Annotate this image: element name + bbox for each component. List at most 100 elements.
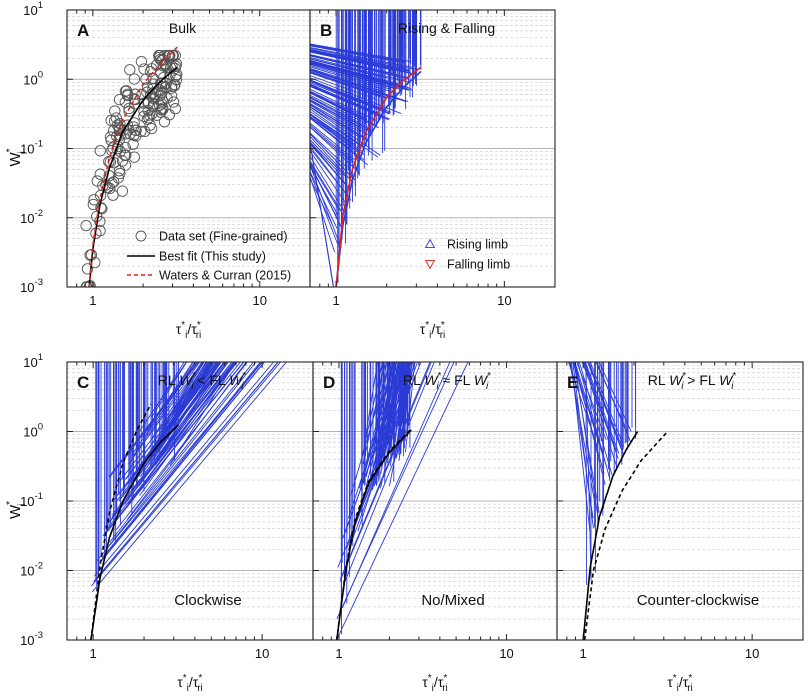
- data-point: [310, 10, 351, 214]
- y-tick-label: 10-2: [20, 208, 43, 226]
- y-tick-label: 10-3: [20, 277, 43, 295]
- fit-line-rising-fit: [335, 70, 422, 287]
- data-point: [310, 10, 392, 111]
- y-tick-base: 10: [23, 355, 37, 370]
- title-w: W: [719, 372, 734, 388]
- data-point: [595, 362, 633, 433]
- xlabel-star2: *: [441, 320, 445, 331]
- data-point: [107, 142, 119, 154]
- data-point: [144, 65, 157, 78]
- xlabel-star2: *: [688, 673, 692, 684]
- title-w: W: [474, 372, 489, 388]
- data-point: [310, 10, 359, 183]
- data-point: [150, 59, 163, 71]
- x-tick-label: 10: [499, 646, 513, 661]
- data-point: [310, 10, 365, 103]
- panel-letter: C: [77, 373, 89, 392]
- data-point: [310, 10, 390, 112]
- fit-line-falling-fit: [583, 432, 667, 640]
- data-point: [310, 10, 340, 253]
- panel-annotation: No/Mixed: [421, 592, 484, 609]
- data-point: [310, 10, 407, 91]
- data-point: [310, 10, 405, 85]
- data-point: [113, 124, 126, 136]
- xlabel-sub: i: [187, 683, 189, 694]
- xlabel-slash: /: [431, 321, 435, 337]
- data-point: [310, 10, 367, 152]
- data-point: [143, 112, 155, 124]
- title-part: RL: [648, 372, 669, 388]
- x-axis-label: τ*i/τ* ri: [177, 673, 203, 694]
- xlabel-tau: τ: [177, 674, 183, 690]
- data-point: [141, 86, 153, 98]
- grid: [313, 364, 557, 620]
- data-point: [116, 185, 129, 197]
- x-tick-label: 1: [89, 293, 96, 308]
- data-point: [310, 10, 402, 63]
- data-point: [310, 10, 411, 63]
- y-tick-exp: 1: [38, 352, 43, 363]
- x-tick-label: 1: [332, 293, 339, 308]
- fit-line-waters-curran-2015-: [88, 46, 178, 287]
- y-axis: [313, 361, 319, 641]
- title-star: *: [438, 371, 442, 382]
- data-point: [113, 165, 126, 177]
- x-axis: 1 10: [66, 10, 311, 308]
- ylabel-sub: i: [17, 504, 28, 506]
- y-tick-exp: -2: [35, 561, 43, 572]
- y-axis-label: W*i: [5, 148, 28, 166]
- data-point: [310, 10, 380, 126]
- data-point: [167, 96, 180, 108]
- data-point: [310, 10, 373, 120]
- data-point: [310, 10, 394, 121]
- x-tick-label: 10: [745, 646, 759, 661]
- panel-annotation: Clockwise: [174, 592, 242, 609]
- data-point: [310, 10, 365, 174]
- xlabel-sub2: ri: [196, 330, 202, 341]
- data-point: [112, 172, 124, 184]
- xlabel-sub: i: [677, 683, 679, 694]
- data-point: [310, 10, 343, 244]
- data-point: [310, 10, 383, 114]
- data-point: [310, 10, 376, 131]
- title-part: ≈ FL: [439, 372, 474, 388]
- data-point: [574, 362, 604, 520]
- xlabel-slash: /: [679, 674, 683, 690]
- data-point: [138, 63, 150, 75]
- x-tick-label: 10: [255, 646, 269, 661]
- data-point: [123, 105, 135, 117]
- y-tick-base: 10: [23, 3, 37, 18]
- data-point: [166, 49, 179, 62]
- title-sub: i: [241, 381, 244, 392]
- data-point: [141, 113, 154, 125]
- data-point: [164, 69, 176, 81]
- y-tick-exp: 1: [38, 0, 43, 11]
- xlabel-sub2: ri: [687, 683, 693, 694]
- y-axis: [310, 9, 316, 288]
- data-point: [310, 10, 404, 95]
- data-point: [89, 256, 101, 269]
- xlabel-star2: *: [197, 320, 201, 331]
- data-point: [94, 145, 106, 157]
- y-tick-label: 100: [23, 69, 43, 87]
- xlabel-tau: τ: [667, 674, 673, 690]
- legend-label: Rising limb: [447, 238, 508, 252]
- data-point: [147, 72, 159, 84]
- data-point: [119, 149, 131, 161]
- y-tick-exp: 0: [38, 422, 43, 433]
- data-point: [310, 10, 393, 79]
- data-point: [310, 10, 397, 90]
- data-point: [310, 10, 386, 98]
- xlabel-tau2: τ: [193, 674, 199, 690]
- y-tick-base: 10: [23, 425, 37, 440]
- xlabel-star: *: [673, 673, 677, 684]
- title-part: RL: [403, 372, 424, 388]
- y-tick-base: 10: [20, 633, 34, 648]
- y-tick-label: 10-1: [20, 139, 43, 157]
- series-rising-limb: [310, 10, 422, 287]
- data-point: [169, 49, 181, 62]
- xlabel-tau: τ: [422, 674, 428, 690]
- y-tick-base: 10: [20, 211, 34, 226]
